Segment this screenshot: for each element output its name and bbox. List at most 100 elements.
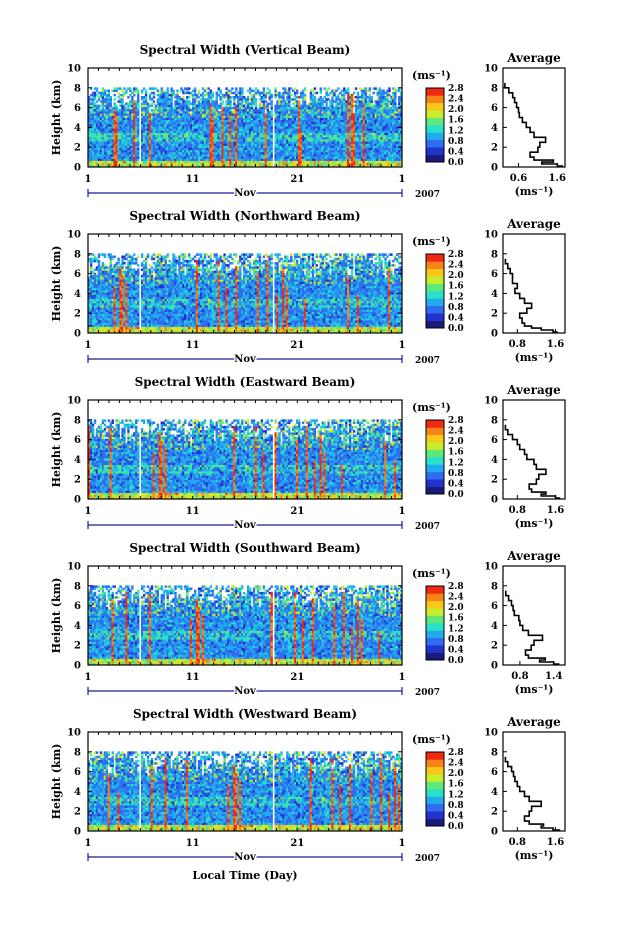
heatmap-cell	[221, 134, 224, 138]
heatmap-cell	[101, 149, 105, 153]
heatmap-cell	[229, 115, 232, 118]
heatmap-cell	[146, 132, 150, 136]
heatmap-cell	[144, 132, 148, 136]
heatmap-cell	[121, 115, 124, 118]
heatmap-cell	[294, 149, 297, 153]
heatmap-cell	[223, 151, 226, 155]
heatmap-cell	[176, 136, 179, 140]
heatmap-cell	[119, 130, 122, 133]
heatmap-cell	[192, 162, 195, 166]
heatmap-cell	[95, 143, 99, 146]
heatmap-cell	[123, 111, 126, 114]
heatmap-cell	[225, 102, 228, 105]
heatmap-cell	[105, 136, 109, 140]
heatmap-cell	[176, 115, 179, 118]
heatmap-cell	[252, 136, 256, 140]
heatmap-cell	[129, 111, 132, 114]
heatmap-cell	[103, 123, 107, 127]
heatmap-cell	[186, 149, 189, 153]
heatmap-cell	[178, 158, 181, 161]
heatmap-cell	[146, 164, 150, 168]
heatmap-cell	[199, 132, 203, 136]
heatmap-cell	[299, 119, 303, 123]
heatmap-cell	[154, 111, 158, 114]
heatmap-cell	[162, 162, 165, 166]
heatmap-cell	[168, 162, 171, 166]
heatmap-cell	[211, 111, 214, 114]
heatmap-cell	[168, 160, 171, 164]
heatmap-cell	[305, 128, 309, 131]
heatmap-cell	[158, 91, 162, 95]
heatmap-cell	[270, 126, 273, 129]
heatmap-cell	[166, 164, 169, 168]
heatmap-cell	[174, 141, 177, 144]
heatmap-cell	[256, 162, 260, 166]
heatmap-cell	[294, 102, 297, 105]
heatmap-cell	[97, 162, 101, 166]
heatmap-cell	[99, 139, 103, 142]
heatmap-cell	[97, 111, 101, 114]
heatmap-cell	[160, 160, 163, 164]
heatmap-cell	[276, 143, 279, 146]
heatmap-cell	[154, 156, 158, 159]
heatmap-cell	[299, 145, 303, 149]
heatmap-cell	[241, 115, 244, 118]
heatmap-cell	[274, 139, 277, 142]
heatmap-cell	[266, 123, 269, 127]
heatmap-cell	[207, 126, 211, 129]
heatmap-cell	[129, 160, 132, 164]
heatmap-cell	[156, 132, 160, 136]
heatmap-cell	[294, 123, 297, 127]
heatmap-cell	[254, 108, 258, 112]
heatmap-cell	[182, 126, 185, 129]
heatmap-cell	[303, 164, 307, 168]
heatmap-cell	[256, 132, 260, 136]
heatmap-cell	[156, 136, 160, 140]
heatmap-cell	[241, 149, 244, 153]
heatmap-cell	[195, 115, 199, 118]
heatmap-cell	[246, 134, 250, 138]
heatmap-cell	[294, 151, 297, 155]
heatmap-cell	[133, 143, 136, 146]
heatmap-cell	[229, 147, 232, 151]
heatmap-cell	[347, 87, 350, 90]
heatmap-cell	[294, 126, 297, 129]
heatmap-cell	[127, 141, 130, 144]
heatmap-cell	[292, 136, 295, 140]
heatmap-cell	[103, 113, 107, 116]
heatmap-cell	[105, 154, 109, 157]
heatmap-cell	[111, 134, 114, 138]
heatmap-cell	[205, 132, 209, 136]
heatmap-cell	[115, 108, 118, 112]
heatmap-cell	[109, 95, 112, 99]
heatmap-cell	[99, 91, 103, 95]
heatmap-cell	[172, 136, 175, 140]
heatmap-cell	[195, 113, 199, 116]
heatmap-cell	[162, 106, 165, 110]
heatmap-cell	[152, 87, 156, 90]
heatmap-cell	[286, 154, 289, 157]
heatmap-cell	[144, 139, 148, 142]
heatmap-cell	[178, 151, 181, 155]
heatmap-cell	[186, 151, 189, 155]
heatmap-cell	[266, 115, 269, 118]
heatmap-cell	[93, 102, 97, 105]
heatmap-cell	[203, 128, 207, 131]
heatmap-cell	[148, 164, 152, 168]
heatmap-cell	[123, 115, 126, 118]
heatmap-cell	[182, 113, 185, 116]
heatmap-cell	[243, 119, 246, 123]
heatmap-cell	[88, 149, 91, 153]
heatmap-cell	[294, 160, 297, 164]
heatmap-cell	[231, 136, 234, 140]
heatmap-cell	[209, 143, 213, 146]
heatmap-cell	[105, 121, 109, 125]
heatmap-cell	[231, 106, 234, 110]
heatmap-cell	[288, 151, 291, 155]
heatmap-cell	[248, 147, 252, 151]
heatmap-cell	[297, 147, 301, 151]
heatmap-cell	[99, 158, 103, 161]
heatmap-cell	[292, 117, 295, 121]
heatmap-cell	[117, 158, 120, 161]
heatmap-cell	[129, 141, 132, 144]
